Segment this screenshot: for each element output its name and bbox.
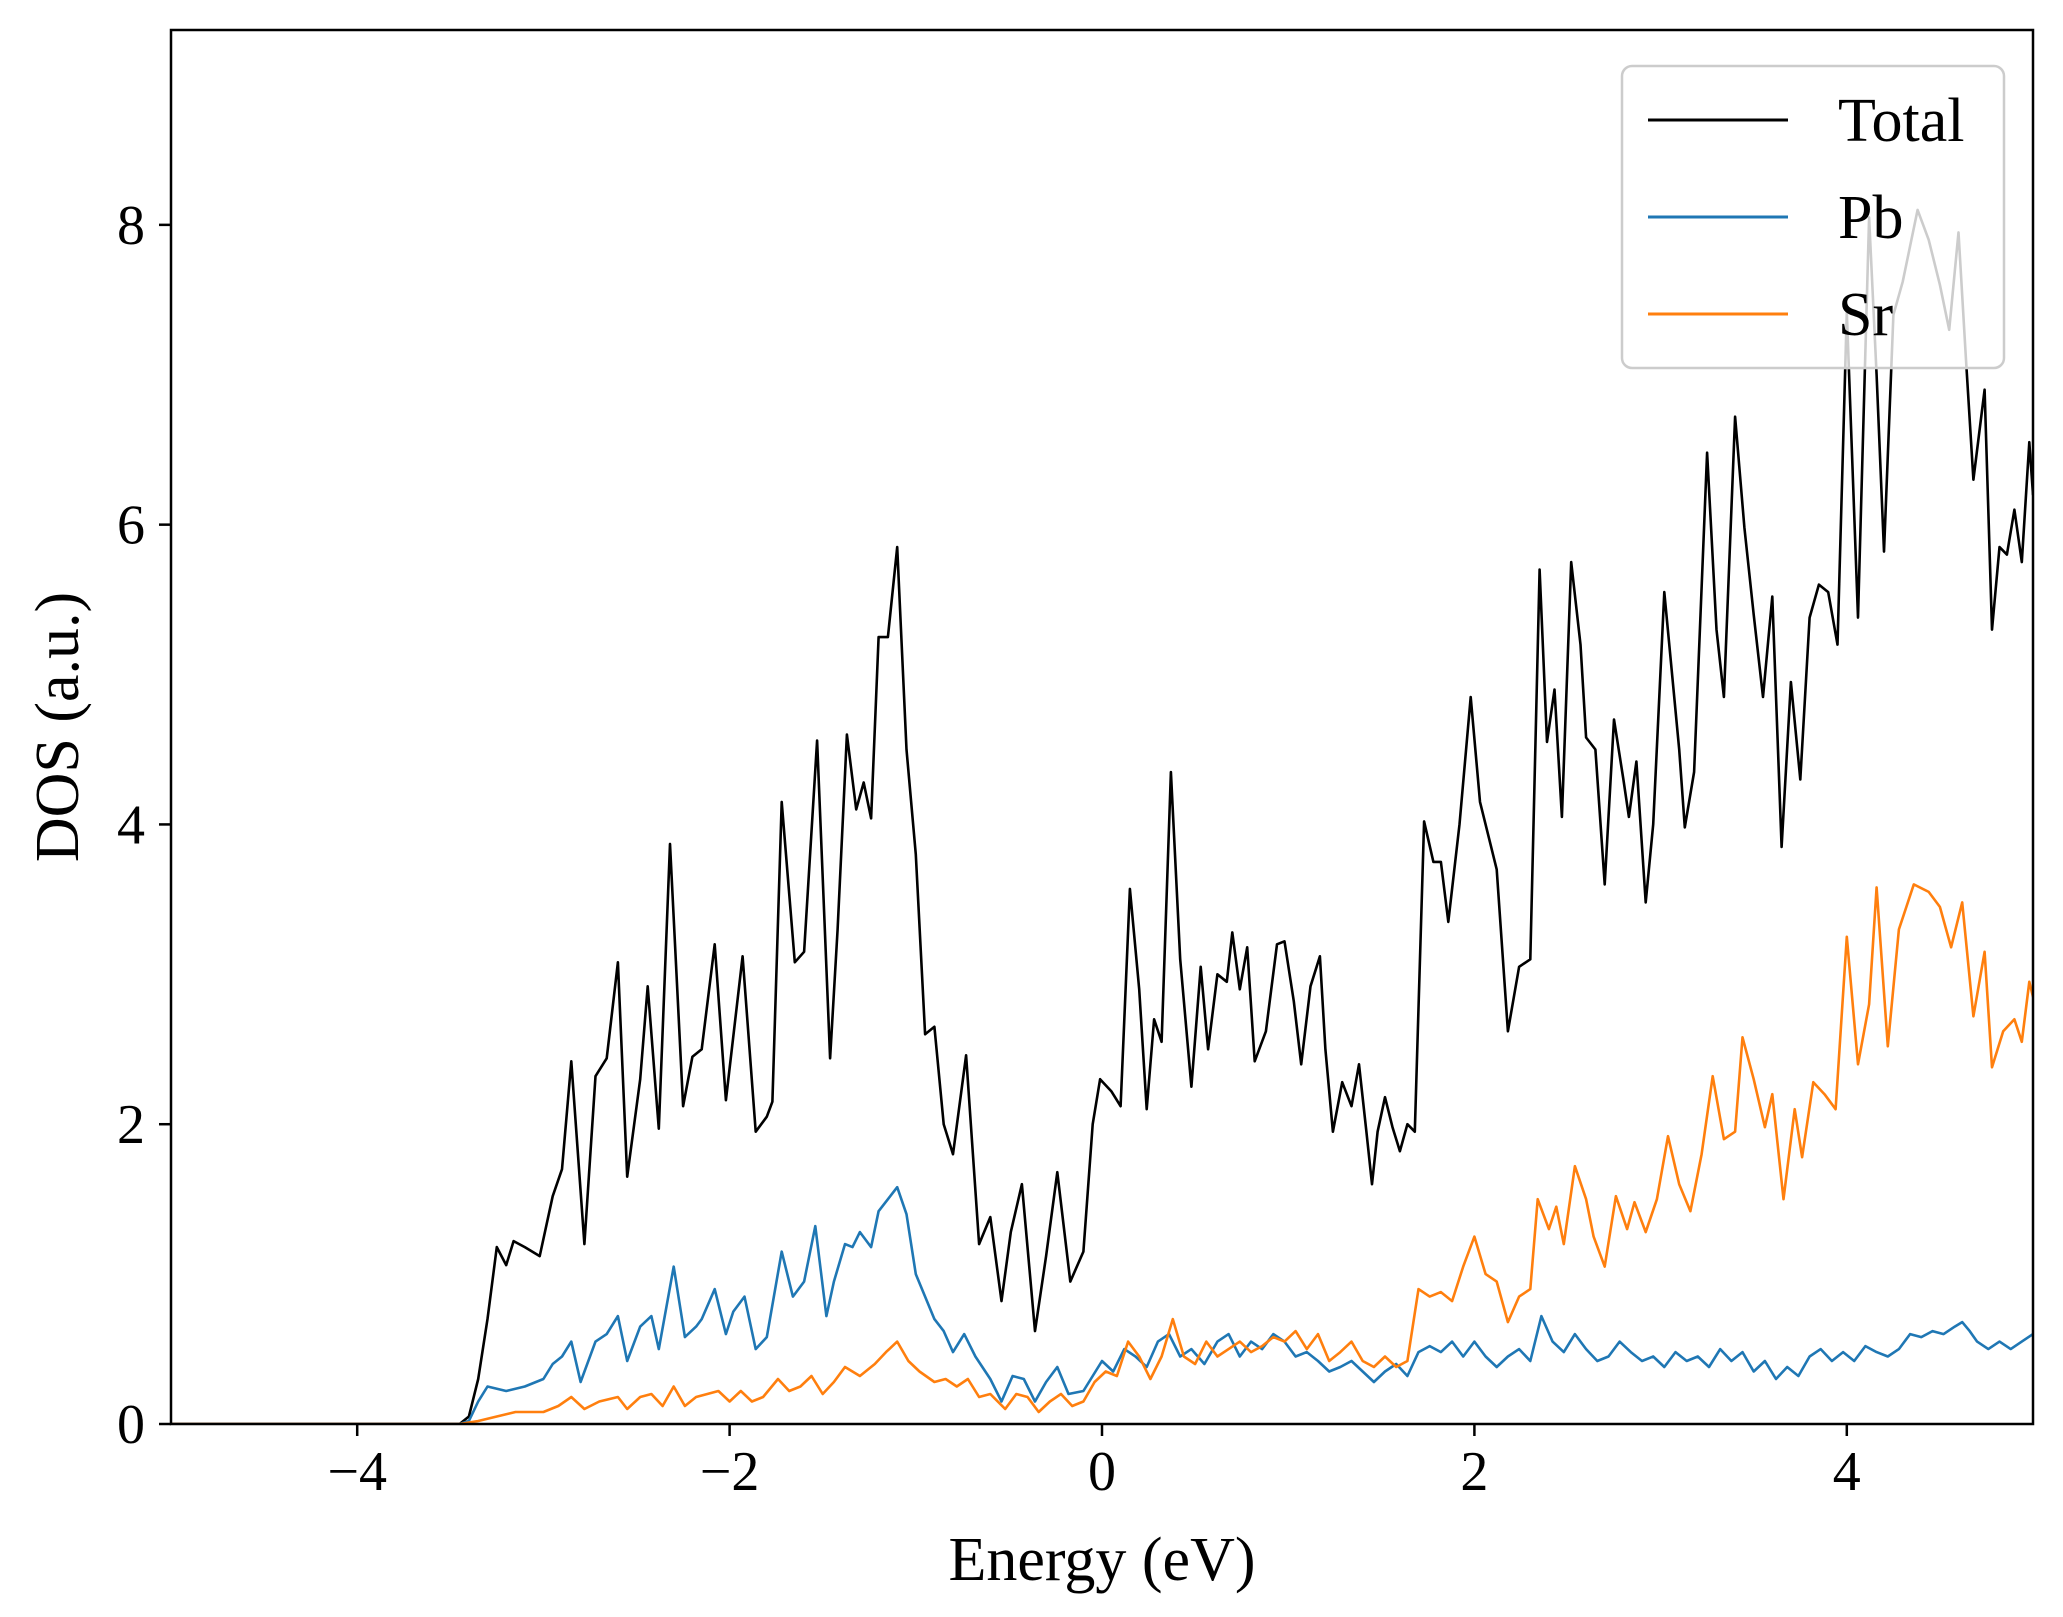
series-line-pb — [171, 1185, 2033, 1424]
x-axis-title: Energy (eV) — [948, 1526, 1255, 1594]
series-layer — [171, 208, 2033, 1424]
x-axis: −4 −2 0 2 4 — [327, 1424, 1861, 1503]
legend-label-total: Total — [1838, 87, 1965, 155]
legend-box — [1620, 64, 2006, 370]
series-line-total — [171, 208, 2033, 1424]
y-tick-label: 0 — [117, 1394, 145, 1456]
series-line-sr — [171, 883, 2033, 1424]
y-tick-label: 6 — [117, 495, 145, 557]
legend: Total Pb Sr — [1620, 64, 2006, 370]
y-axis-title: DOS (a.u.) — [24, 592, 92, 862]
x-tick-label: 0 — [1088, 1441, 1116, 1503]
y-tick-label: 4 — [117, 794, 145, 856]
x-tick-label: 2 — [1460, 1441, 1488, 1503]
x-tick-label: 4 — [1833, 1441, 1861, 1503]
legend-label-sr: Sr — [1838, 281, 1893, 349]
x-tick-label: −4 — [327, 1441, 387, 1503]
x-tick-label: −2 — [700, 1441, 760, 1503]
y-tick-label: 2 — [117, 1094, 145, 1156]
y-axis: 0 2 4 6 8 — [117, 195, 171, 1456]
legend-label-pb: Pb — [1838, 184, 1903, 252]
y-tick-label: 8 — [117, 195, 145, 257]
